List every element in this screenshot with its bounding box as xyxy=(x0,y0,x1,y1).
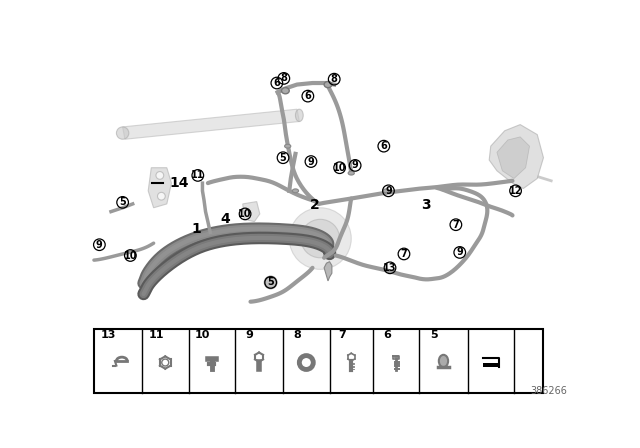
Circle shape xyxy=(303,359,309,366)
Polygon shape xyxy=(489,125,543,189)
Polygon shape xyxy=(148,168,172,208)
Text: 5: 5 xyxy=(268,277,274,288)
Circle shape xyxy=(156,172,164,179)
Ellipse shape xyxy=(296,109,303,121)
Text: 8: 8 xyxy=(293,330,301,340)
Text: 8: 8 xyxy=(331,74,338,84)
Text: 13: 13 xyxy=(383,263,397,273)
Text: 1: 1 xyxy=(191,222,201,237)
Text: 6: 6 xyxy=(273,78,280,88)
Text: 9: 9 xyxy=(96,240,103,250)
Text: 386266: 386266 xyxy=(530,386,566,396)
Ellipse shape xyxy=(282,88,289,94)
Ellipse shape xyxy=(285,144,291,148)
Ellipse shape xyxy=(292,189,298,193)
Text: 9: 9 xyxy=(385,186,392,196)
Text: 11: 11 xyxy=(148,330,164,340)
Bar xyxy=(94,329,543,392)
Text: 10: 10 xyxy=(124,250,137,260)
Text: 14: 14 xyxy=(169,176,189,190)
Text: 9: 9 xyxy=(352,160,358,170)
Polygon shape xyxy=(324,262,332,281)
Text: 5: 5 xyxy=(119,198,126,207)
Ellipse shape xyxy=(383,189,389,193)
Polygon shape xyxy=(497,137,529,178)
Text: 7: 7 xyxy=(452,220,460,230)
Text: 5: 5 xyxy=(430,330,438,340)
Text: 12: 12 xyxy=(509,186,522,196)
Text: 6: 6 xyxy=(383,330,391,340)
Text: 8: 8 xyxy=(280,73,287,83)
Circle shape xyxy=(157,192,165,200)
Text: 2: 2 xyxy=(310,198,320,212)
Ellipse shape xyxy=(116,127,129,139)
Text: 7: 7 xyxy=(401,249,407,259)
Circle shape xyxy=(264,276,277,289)
Bar xyxy=(483,363,499,367)
Text: 13: 13 xyxy=(101,330,116,340)
Ellipse shape xyxy=(324,82,332,88)
Ellipse shape xyxy=(348,171,355,175)
Text: 3: 3 xyxy=(421,198,431,212)
Text: 9: 9 xyxy=(246,330,253,340)
Circle shape xyxy=(289,208,351,269)
Text: 10: 10 xyxy=(195,330,210,340)
Text: 9: 9 xyxy=(456,247,463,258)
Circle shape xyxy=(162,359,169,366)
Text: 5: 5 xyxy=(280,153,287,163)
Text: 7: 7 xyxy=(338,330,346,340)
Text: 6: 6 xyxy=(380,141,387,151)
Polygon shape xyxy=(123,109,300,139)
Circle shape xyxy=(301,220,340,258)
Text: 9: 9 xyxy=(308,156,314,167)
Text: 4: 4 xyxy=(221,211,230,225)
Text: 6: 6 xyxy=(305,91,311,101)
Circle shape xyxy=(300,356,313,370)
Ellipse shape xyxy=(439,355,448,367)
Polygon shape xyxy=(243,202,260,222)
Text: 10: 10 xyxy=(238,209,252,219)
Text: 11: 11 xyxy=(191,170,205,181)
Text: 10: 10 xyxy=(333,163,346,173)
